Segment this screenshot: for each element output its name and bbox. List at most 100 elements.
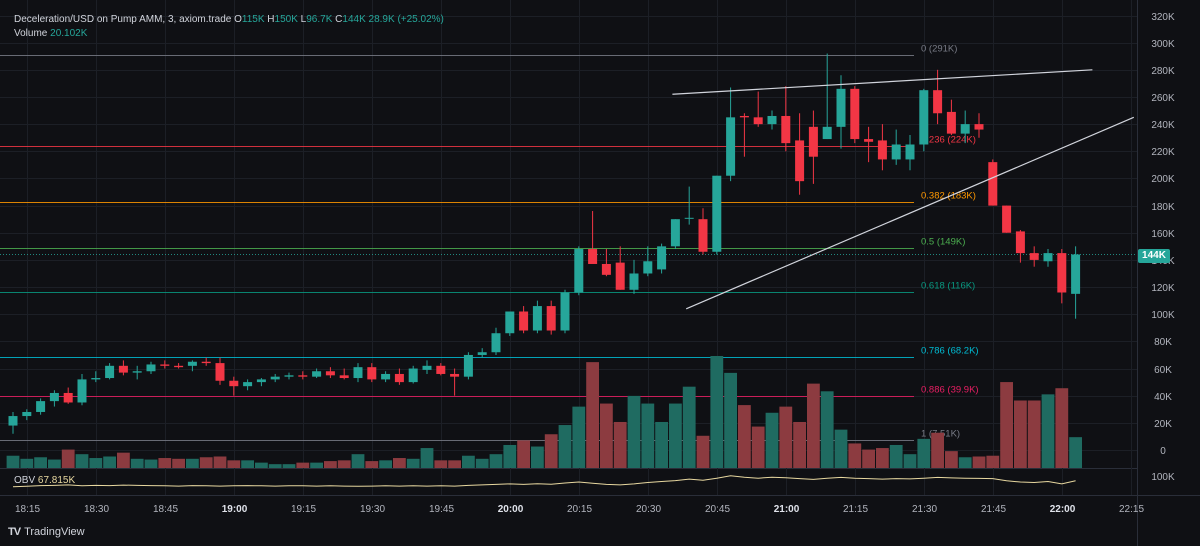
tradingview-branding[interactable]: TV TradingView — [8, 526, 85, 538]
trendlines[interactable] — [672, 69, 1135, 310]
y-tick-label: 60K — [1154, 365, 1172, 376]
close-value: 144K — [342, 14, 366, 25]
volume-bar — [517, 440, 530, 468]
obv-value: 67.815K — [37, 475, 76, 486]
candle-body — [91, 378, 101, 380]
close-label: C — [335, 14, 343, 25]
candle-body — [477, 352, 487, 355]
candle-body — [118, 365, 128, 373]
obv-legend: OBV 67.815K — [14, 474, 75, 488]
volume-bar — [268, 464, 282, 468]
volume-bar — [130, 458, 144, 468]
open-label: O — [234, 14, 242, 25]
y-tick-label: 240K — [1151, 120, 1175, 131]
volume-bar — [406, 458, 420, 468]
symbol-title[interactable]: Deceleration/USD on Pump AMM, 3, axiom.t… — [14, 14, 232, 25]
volume-bar — [669, 403, 682, 468]
volume-bar — [531, 446, 544, 468]
low-label: L — [300, 14, 307, 25]
volume-bar — [765, 412, 779, 468]
volume-bar — [144, 459, 158, 468]
candle-body — [960, 124, 970, 134]
volume-bar — [241, 460, 254, 468]
candle-body — [174, 365, 184, 368]
volume-bar — [117, 452, 130, 468]
candle-body — [560, 292, 570, 331]
candle-body — [394, 373, 404, 383]
volume-bar — [337, 460, 351, 468]
volume-bar — [296, 462, 310, 468]
candle-body — [105, 365, 115, 379]
candle-body — [8, 416, 18, 426]
candle-body — [919, 90, 929, 145]
fib-level-label: 0 (291K) — [921, 44, 957, 55]
candle-body — [408, 368, 418, 383]
candle-body — [615, 262, 625, 290]
volume-bar — [862, 449, 875, 468]
candle-body — [22, 411, 32, 417]
x-tick-label: 21:45 — [981, 504, 1006, 515]
volume-bar — [365, 461, 379, 468]
high-label: H — [267, 14, 275, 25]
volume-bar — [627, 395, 641, 468]
x-tick-label: 18:45 — [153, 504, 178, 515]
fib-level-label: 0.786 (68.2K) — [921, 346, 979, 357]
y-tick-label: 100K — [1151, 310, 1175, 321]
volume-bar — [793, 421, 806, 468]
candle-body — [836, 88, 846, 127]
volume-bar — [1041, 394, 1055, 468]
y-tick-label: 180K — [1151, 202, 1175, 213]
candle-body — [132, 371, 142, 373]
x-tick-label: 22:00 — [1050, 504, 1076, 515]
candle-body — [422, 365, 432, 370]
candle-body — [808, 126, 818, 157]
obv-line — [12, 475, 1076, 488]
candle-body — [1057, 253, 1067, 293]
candle-body — [767, 115, 777, 125]
x-tick-label: 18:30 — [84, 504, 109, 515]
volume-bar — [282, 464, 296, 468]
volume-bar — [710, 356, 724, 468]
candle-body — [864, 139, 874, 142]
volume-bar — [848, 443, 862, 468]
volume-bar — [1055, 388, 1069, 468]
candle-body — [1015, 231, 1025, 254]
volume-bar — [351, 454, 365, 468]
candle-body — [353, 367, 363, 379]
candle-body — [712, 175, 722, 252]
candle-body — [229, 380, 239, 387]
volume-bar — [917, 438, 931, 468]
candle-body — [684, 217, 694, 219]
volume-bar — [889, 444, 903, 468]
volume-bar — [379, 460, 392, 468]
volume-bar — [1014, 400, 1027, 468]
volume-bar — [1000, 382, 1013, 468]
volume-bar — [682, 386, 696, 468]
candle-body — [49, 392, 59, 402]
time-axis[interactable]: 18:15 18:30 18:45 19:00 19:15 19:30 19:45 20:00… — [15, 504, 1144, 515]
volume-bar — [6, 455, 20, 468]
candle-body — [574, 249, 584, 293]
volume-bar — [324, 461, 337, 468]
volume-bar — [807, 383, 820, 468]
volume-bar — [945, 451, 958, 468]
volume-bar — [655, 421, 668, 468]
candle-body — [905, 144, 915, 160]
volume-bar — [48, 459, 61, 468]
low-value: 96.7K — [306, 14, 333, 25]
candle-body — [974, 124, 984, 130]
candle-body — [284, 375, 294, 377]
trendline — [672, 69, 1093, 95]
price-axis[interactable]: 020K40K60K80K100K120K140K160K180K200K220… — [1151, 12, 1175, 483]
volume-bar — [475, 458, 489, 468]
x-tick-label: 19:45 — [429, 504, 454, 515]
obv-axis-label: 100K — [1151, 472, 1175, 483]
volume-bar — [613, 421, 627, 468]
volume-bar — [172, 458, 185, 468]
tradingview-logo-icon: TV — [8, 526, 21, 538]
candle-body — [367, 367, 377, 380]
volume-bar — [20, 458, 34, 468]
volume-bar — [61, 449, 75, 468]
x-tick-label: 22:15 — [1119, 504, 1144, 515]
